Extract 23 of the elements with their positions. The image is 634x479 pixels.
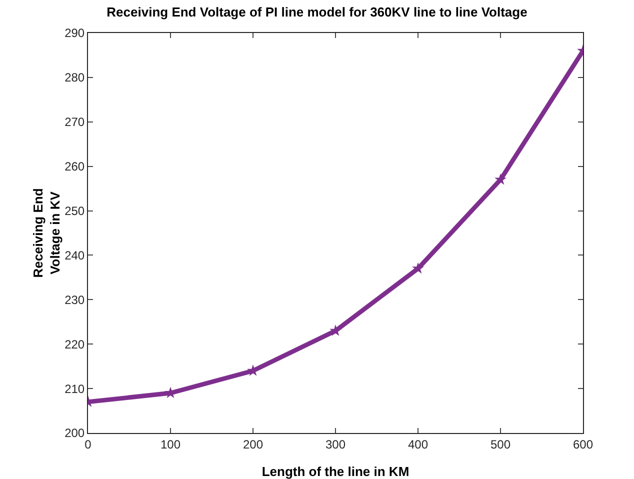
x-tick-label: 200 [242, 437, 264, 452]
x-tick-label: 300 [325, 437, 346, 452]
point [330, 324, 342, 336]
x-tick-label: 400 [408, 437, 428, 452]
y-tick-label: 230 [64, 292, 85, 307]
y-tick-label: 260 [64, 160, 85, 174]
y-tick-label: 250 [64, 204, 85, 218]
x-tick-label: 600 [572, 437, 594, 452]
point [412, 262, 424, 274]
y-tick-label: 280 [64, 70, 85, 85]
y-axis-title: Receiving End Voltage in KV [30, 188, 63, 278]
x-tick-label: 500 [490, 437, 511, 452]
y-tick-label: 200 [64, 426, 85, 440]
y-tick-label: 290 [64, 26, 85, 40]
x-tick-label: 0 [84, 437, 92, 452]
y-tick-label: 220 [64, 337, 85, 352]
x-axis-title: Length of the line in KM [262, 464, 410, 479]
y-tick-label: 270 [64, 115, 85, 130]
chart-title: Receiving End Voltage of PI line model for 360KV line to line Voltage [106, 4, 528, 20]
y-tick-label: 210 [64, 382, 85, 396]
y-tick-label: 240 [64, 248, 85, 262]
point [494, 173, 506, 185]
x-tick-label: 100 [160, 437, 181, 452]
